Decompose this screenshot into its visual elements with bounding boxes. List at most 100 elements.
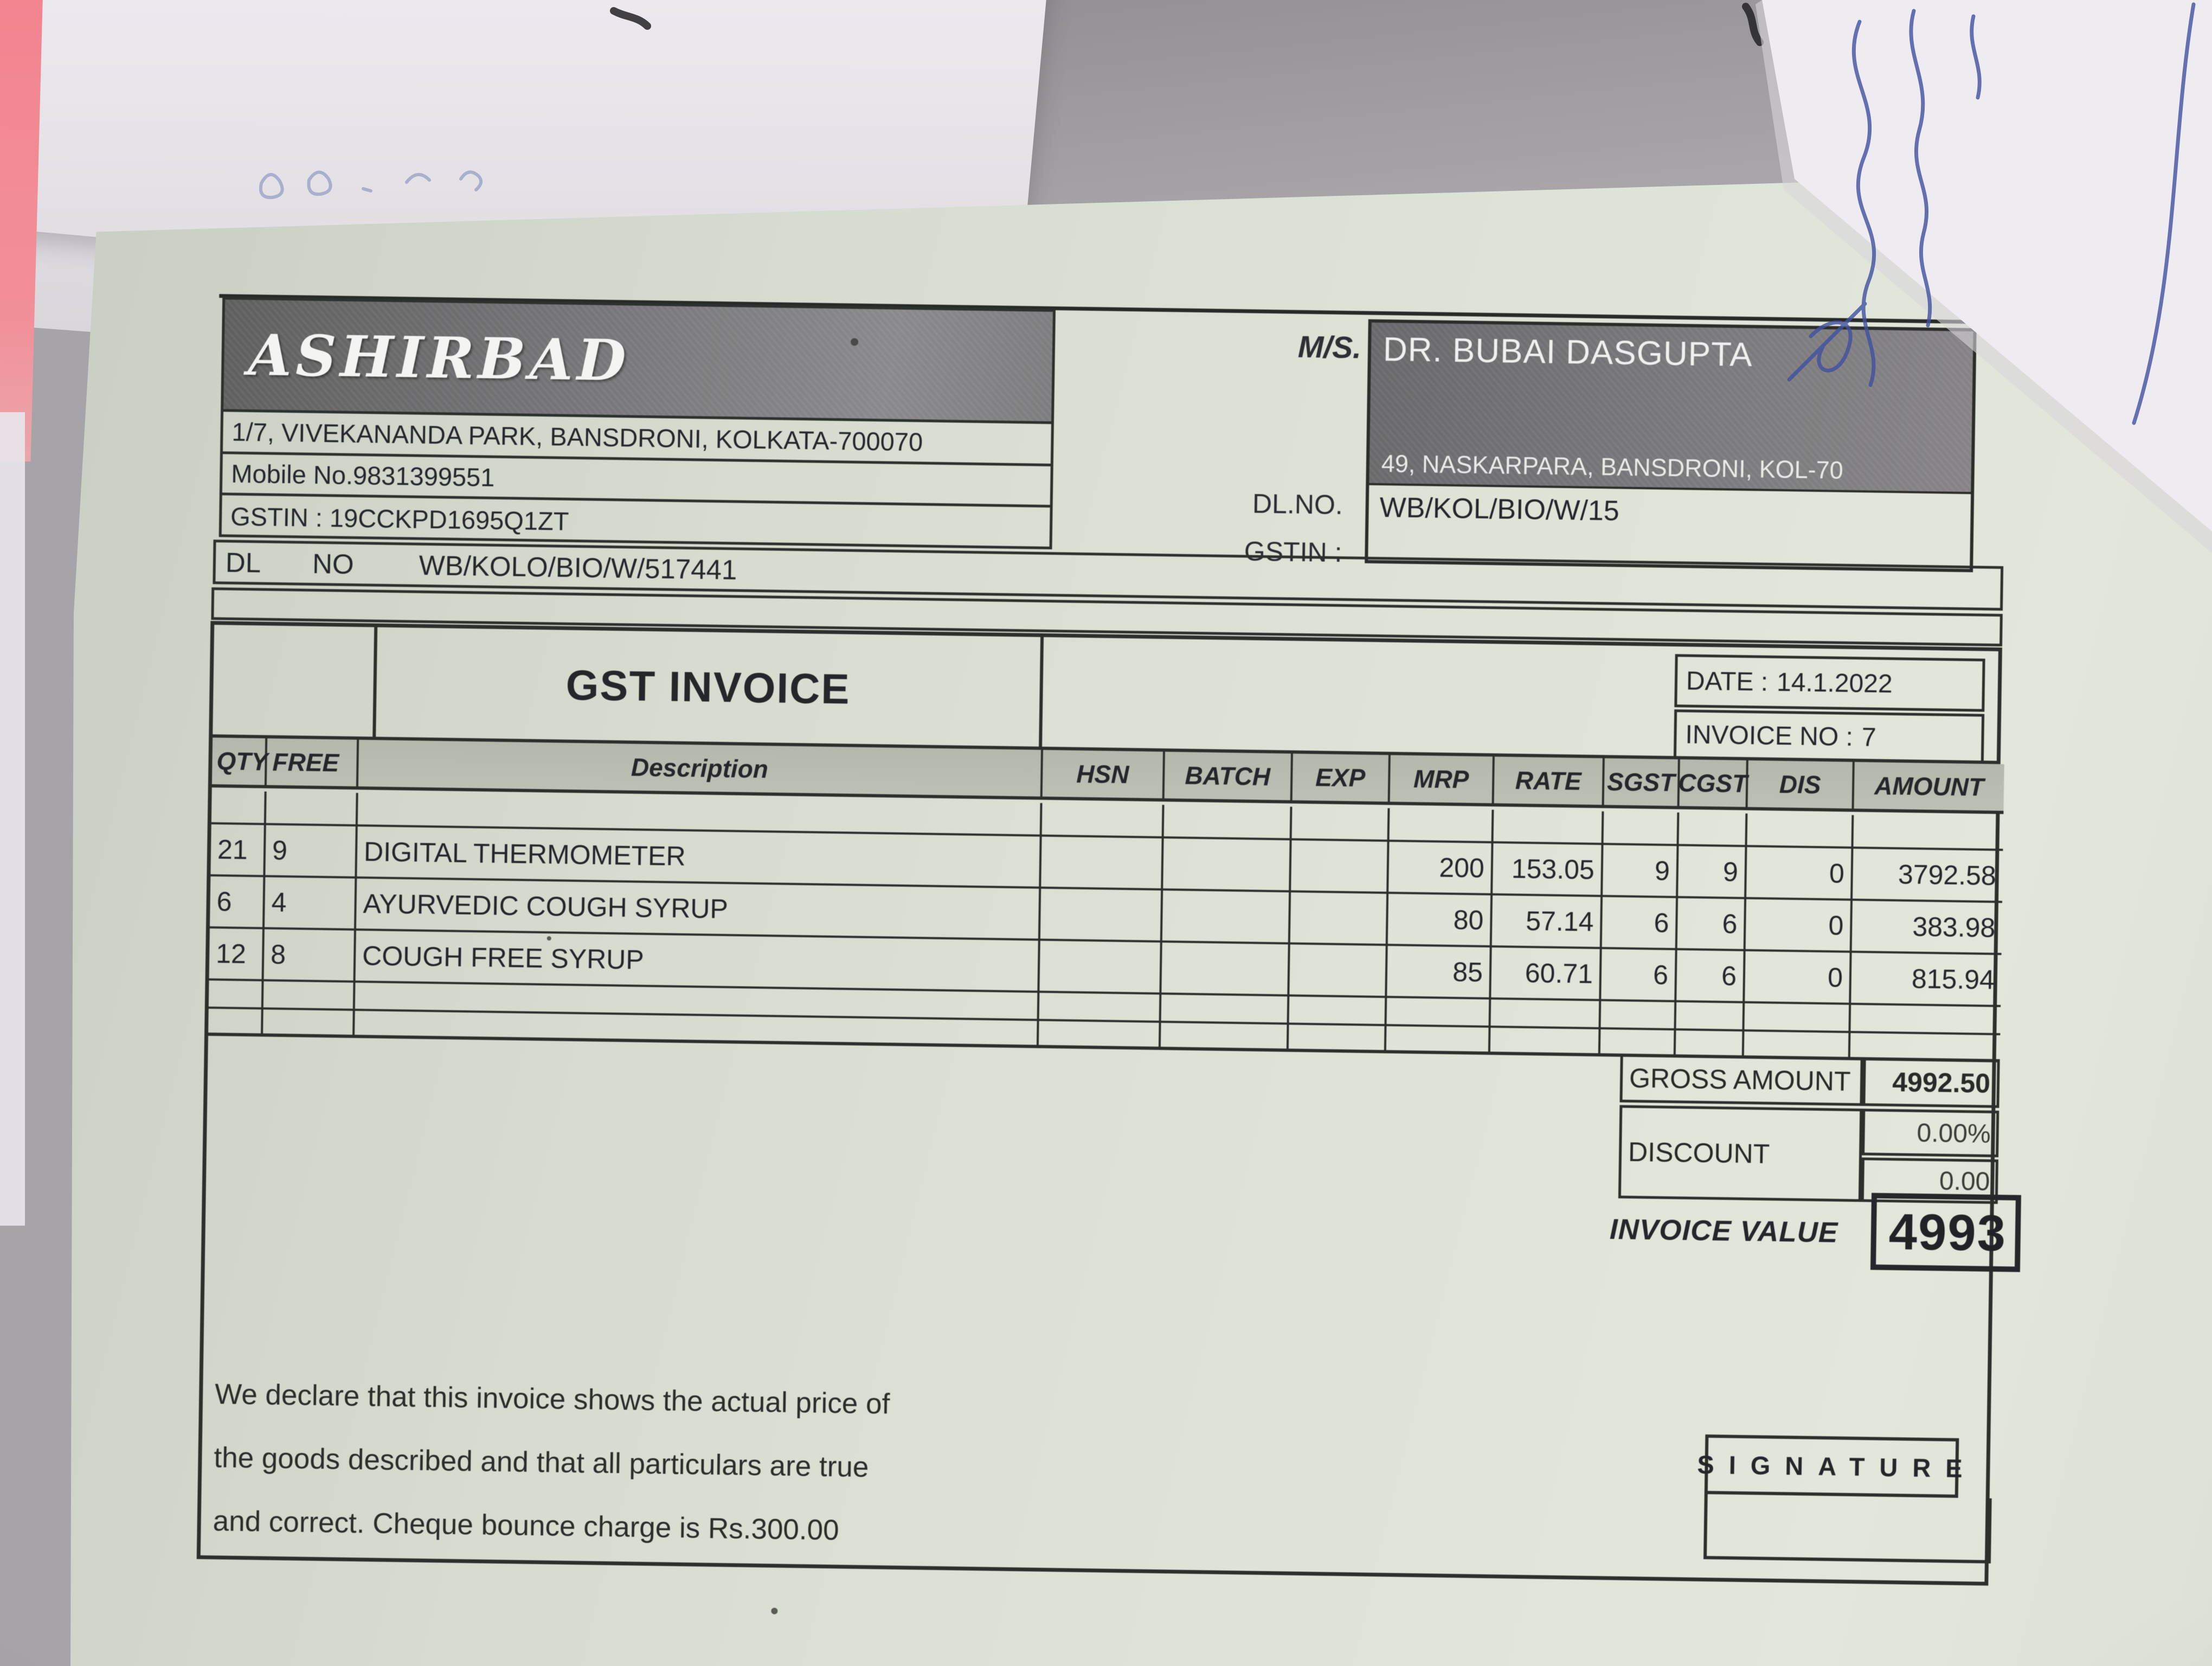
col-exp: EXP (1292, 753, 1391, 802)
cell-free: 4 (264, 877, 357, 929)
date-value: 14.1.2022 (1776, 668, 1893, 699)
gross-amount-value: 4992.50 (1892, 1067, 1991, 1099)
cell-amount: 815.94 (1911, 963, 1995, 995)
col-rate: RATE (1494, 757, 1605, 805)
cell-description: DIGITAL THERMOMETER (357, 826, 1042, 887)
cell-exp (1289, 944, 1388, 996)
cell-exp (1289, 996, 1387, 1024)
col-qty: QTY (211, 738, 268, 785)
ms-label: M/S. (1297, 329, 1362, 366)
cell-free: 9 (265, 825, 358, 877)
pink-paper-edge (0, 0, 43, 462)
cell-dis: 0 (1745, 951, 1852, 1003)
cell-free (263, 1009, 355, 1035)
buyer-address: 49, NASKARPARA, BANSDRONI, KOL-70 (1381, 449, 1844, 484)
paper-sliver-left (0, 412, 25, 1226)
invoice-document: ASHIRBAD 1/7, VIVEKANANDA PARK, BANSDRON… (70, 182, 2212, 1666)
cell-rate (1490, 999, 1602, 1028)
seller-name: ASHIRBAD (247, 321, 631, 394)
invoice-no-box: INVOICE NO : 7 (1673, 709, 1985, 764)
invoice-value: 4993 (1888, 1203, 2007, 1262)
seller-address: 1/7, VIVEKANANDA PARK, BANSDRONI, KOLKAT… (232, 417, 923, 457)
signature-empty-box (1703, 1494, 1992, 1564)
cell-sgst: 6 (1601, 949, 1677, 1001)
cell-cgst (1676, 1002, 1745, 1030)
cell-hsn (1041, 836, 1164, 889)
cell-description: AYURVEDIC COUGH SYRUP (356, 879, 1041, 939)
gross-amount-label: GROSS AMOUNT (1629, 1062, 1851, 1097)
buyer-name: DR. BUBAI DASGUPTA (1382, 331, 1753, 374)
declaration-line-1: We declare that this invoice shows the a… (214, 1378, 890, 1420)
col-batch: BATCH (1164, 752, 1293, 800)
cell-sgst (1603, 811, 1680, 844)
cell-batch (1160, 1023, 1289, 1049)
col-description: Description (358, 740, 1044, 797)
invoice-table: GST INVOICE DATE : 14.1.2022 INVOICE NO … (196, 620, 2022, 1586)
cell-amount: 383.98 (1912, 911, 1996, 943)
cell-qty: 21 (210, 824, 266, 875)
cell-hsn (1041, 803, 1165, 837)
cell-hsn (1040, 888, 1163, 941)
invoice-value-box: 4993 (1870, 1193, 2022, 1272)
cell-sgst (1600, 1029, 1676, 1055)
discount-label-box: DISCOUNT (1618, 1105, 1863, 1202)
cell-mrp (1386, 1026, 1491, 1052)
seller-name-band: ASHIRBAD (223, 299, 1053, 421)
gross-amount-label-box: GROSS AMOUNT (1619, 1053, 1863, 1106)
invoice-title-box: GST INVOICE (372, 627, 1044, 747)
seller-mobile: Mobile No.9831399551 (231, 459, 495, 492)
gross-amount-value-box: 4992.50 (1862, 1057, 2000, 1108)
cell-exp (1290, 892, 1389, 944)
cell-dis: 0 (1745, 899, 1853, 951)
cell-cgst: 9 (1678, 846, 1747, 898)
cell-amount: 3792.58 (1898, 859, 1997, 891)
col-sgst: SGST (1604, 758, 1680, 806)
cell-dis (1747, 813, 1854, 847)
cell-rate: 57.14 (1491, 895, 1603, 947)
invoice-value-label: INVOICE VALUE (1609, 1213, 1838, 1249)
cell-sgst: 6 (1602, 897, 1679, 949)
cell-rate (1493, 810, 1604, 843)
buyer-dl-row: WB/KOL/BIO/W/15 (1368, 483, 1971, 539)
cell-hsn (1039, 940, 1162, 993)
col-cgst: CGST (1678, 759, 1748, 808)
col-free: FREE (266, 738, 359, 787)
cell-amount (1850, 1005, 2001, 1033)
col-hsn: HSN (1042, 749, 1165, 799)
seller-dl-value: WB/KOLO/BIO/W/517441 (419, 549, 737, 585)
cell-qty: 6 (210, 876, 266, 927)
cell-sgst (1600, 1001, 1677, 1029)
cell-amount (1854, 815, 2004, 849)
cell-batch (1161, 943, 1290, 995)
seller-dl-no-label: NO (312, 548, 355, 580)
invoice-paper: ASHIRBAD 1/7, VIVEKANANDA PARK, BANSDRON… (70, 182, 2212, 1666)
seller-dl-label: DL (225, 546, 261, 578)
cell-hsn (1038, 1021, 1161, 1047)
cell-free: 8 (263, 929, 356, 981)
discount-percent-box: 0.00% (1862, 1108, 1999, 1158)
cell-dis (1744, 1003, 1851, 1031)
buyer-dark-band: DR. BUBAI DASGUPTA 49, NASKARPARA, BANSD… (1369, 322, 1973, 492)
discount-label: DISCOUNT (1628, 1136, 1770, 1169)
col-mrp: MRP (1390, 755, 1495, 804)
col-dis: DIS (1747, 760, 1855, 809)
cell-rate: 60.71 (1491, 947, 1602, 999)
cell-qty (211, 791, 267, 823)
buyer-dl-label: DL.NO. (1252, 488, 1343, 520)
cell-qty (208, 981, 264, 1008)
cell-batch (1163, 805, 1293, 838)
cell-mrp: 200 (1388, 842, 1494, 894)
cell-batch (1163, 838, 1292, 890)
cell-dis: 0 (1746, 847, 1854, 899)
cell-mrp: 85 (1387, 946, 1492, 998)
cell-mrp (1386, 998, 1491, 1026)
invoice-no-value: 7 (1861, 722, 1876, 752)
cell-cgst (1675, 1030, 1745, 1056)
date-box: DATE : 14.1.2022 (1674, 654, 1985, 712)
discount-percent: 0.00% (1917, 1118, 1991, 1149)
cell-exp (1291, 806, 1390, 840)
buyer-dl-value: WB/KOL/BIO/W/15 (1379, 491, 1620, 527)
cell-cgst (1679, 812, 1748, 845)
seller-gstin: GSTIN : 19CCKPD1695Q1ZT (230, 502, 569, 536)
